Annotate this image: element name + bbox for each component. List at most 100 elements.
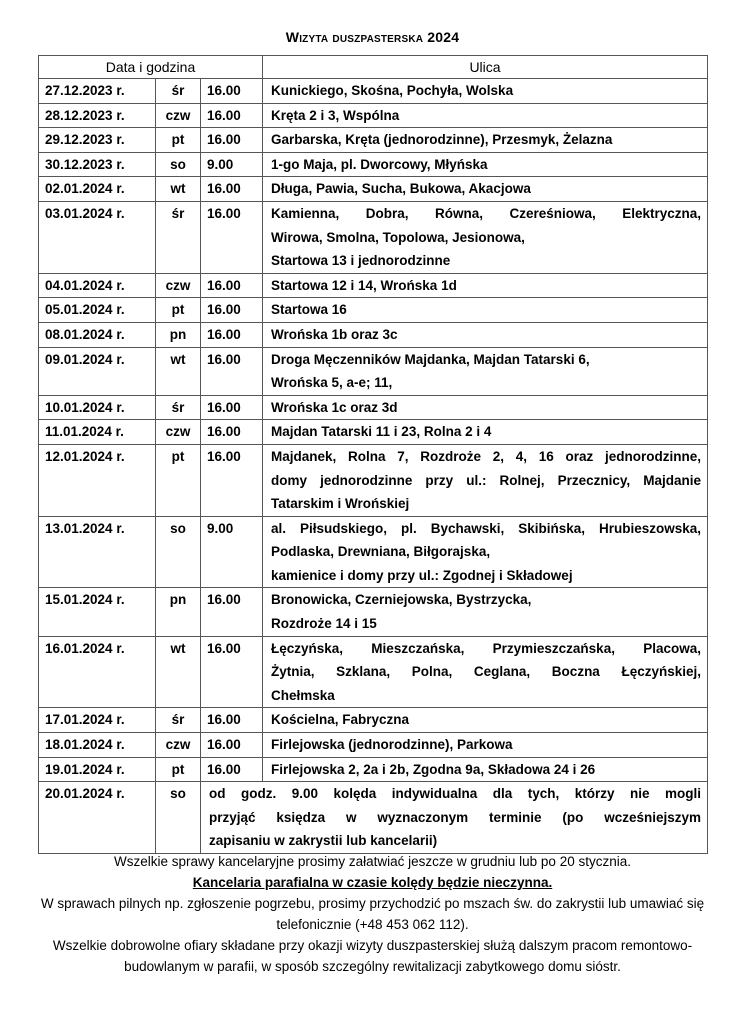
street-cell: Łęczyńska, Mieszczańska, Przymieszczańsk… [262, 635, 708, 709]
street-line: Łęczyńska, Mieszczańska, Przymieszczańsk… [271, 640, 701, 656]
time-cell: 16.00 [200, 587, 263, 637]
day-cell: pt [155, 127, 201, 153]
street-line: Wrońska 5, a-e; 11, [271, 375, 393, 391]
day-cell: pt [155, 297, 201, 323]
time-cell: 9.00 [200, 151, 263, 178]
day-cell: czw [155, 732, 201, 758]
street-cell: Firlejowska 2, 2a i 2b, Zgodna 9a, Skład… [262, 756, 708, 783]
street-line: Wrońska 1c oraz 3d [271, 399, 398, 415]
table-row: 19.01.2024 r. pt 16.00 Firlejowska 2, 2a i … [38, 756, 708, 783]
street-cell: Kościelna, Fabryczna [262, 707, 708, 734]
street-line: domy jednorodzinne przy ul.: Rolnej, Prz… [271, 472, 701, 488]
date-cell: 10.01.2024 r. [38, 394, 156, 421]
street-cell: 1-go Maja, pl. Dworcowy, Młyńska [262, 151, 708, 178]
time-cell: 16.00 [200, 78, 263, 104]
date-cell: 16.01.2024 r. [38, 635, 156, 709]
table-row: 28.12.2023 r. czw 16.00 Kręta 2 i 3, Wspóln… [38, 102, 708, 129]
table-row: 15.01.2024 r. pn 16.00 Bronowicka, Czerniej… [38, 587, 708, 637]
street-line: Startowa 16 [271, 302, 347, 318]
header-date-time: Data i godzina [38, 55, 263, 79]
day-cell: pn [155, 321, 201, 348]
street-line: Garbarska, Kręta (jednorodzinne), Przesm… [271, 132, 613, 148]
date-cell: 18.01.2024 r. [38, 732, 156, 758]
street-cell: Kamienna, Dobra, Równa, Czereśniowa, Ele… [262, 200, 708, 274]
date-cell: 27.12.2023 r. [38, 78, 156, 104]
date-cell: 09.01.2024 r. [38, 346, 156, 396]
date-cell: 05.01.2024 r. [38, 297, 156, 323]
time-cell: 16.00 [200, 419, 263, 445]
date-cell: 15.01.2024 r. [38, 587, 156, 637]
street-line: Rozdroże 14 i 15 [271, 616, 377, 632]
street-cell: al. Piłsudskiego, pl. Bychawski, Skibińs… [262, 515, 708, 589]
time-cell: 16.00 [200, 346, 263, 396]
street-line: Firlejowska (jednorodzinne), Parkowa [271, 737, 513, 753]
street-cell: od godz. 9.00 kolęda indywidualna dla ty… [200, 781, 708, 854]
day-cell: czw [155, 419, 201, 445]
street-cell: Majdan Tatarski 11 i 23, Rolna 2 i 4 [262, 419, 708, 445]
time-cell: 16.00 [200, 732, 263, 758]
table-row: 17.01.2024 r. śr 16.00 Kościelna, Fabryczna [38, 707, 708, 734]
table-row: 13.01.2024 r. so 9.00 al. Piłsudskiego, pl.… [38, 515, 708, 589]
street-line: Podlaska, Drewniana, Biłgorajska, [271, 544, 491, 560]
street-line: Długa, Pawia, Sucha, Bukowa, Akacjowa [271, 181, 531, 197]
table-row: 03.01.2024 r. śr 16.00 Kamienna, Dobra, Rów… [38, 200, 708, 274]
date-cell: 19.01.2024 r. [38, 756, 156, 783]
time-cell: 16.00 [200, 200, 263, 274]
table-row: 04.01.2024 r. czw 16.00 Startowa 12 i 14, W… [38, 272, 708, 299]
street-line: Wirowa, Smolna, Topolowa, Jesionowa, [271, 229, 525, 245]
day-cell: so [155, 781, 201, 854]
street-line: Majdanek, Rolna 7, Rozdroże 2, 4, 16 ora… [271, 448, 701, 464]
street-line: Startowa 13 i jednorodzinne [271, 253, 451, 269]
time-cell: 16.00 [200, 272, 263, 299]
date-cell: 30.12.2023 r. [38, 151, 156, 178]
time-cell: 16.00 [200, 394, 263, 421]
time-cell: 16.00 [200, 707, 263, 734]
time-cell: 9.00 [200, 515, 263, 589]
street-cell: Majdanek, Rolna 7, Rozdroże 2, 4, 16 ora… [262, 443, 708, 517]
date-cell: 20.01.2024 r. [38, 781, 156, 854]
street-line: Chełmska [271, 687, 335, 703]
footer-notes: Wszelkie sprawy kancelaryjne prosimy zał… [30, 851, 715, 977]
table-row: 16.01.2024 r. wt 16.00 Łęczyńska, Mieszczań… [38, 635, 708, 709]
footer-office-note: Wszelkie sprawy kancelaryjne prosimy zał… [114, 854, 631, 869]
street-line: Firlejowska 2, 2a i 2b, Zgodna 9a, Skład… [271, 761, 596, 777]
footer-closed-notice: Kancelaria parafialna w czasie kolędy bę… [192, 875, 553, 890]
date-cell: 17.01.2024 r. [38, 707, 156, 734]
street-cell: Wrońska 1b oraz 3c [262, 321, 708, 348]
table-row: 18.01.2024 r. czw 16.00 Firlejowska (jednor… [38, 732, 708, 758]
day-cell: pt [155, 443, 201, 517]
street-line: Droga Męczenników Majdanka, Majdan Tatar… [271, 351, 590, 367]
date-cell: 04.01.2024 r. [38, 272, 156, 299]
street-line: 1-go Maja, pl. Dworcowy, Młyńska [271, 156, 488, 172]
day-cell: so [155, 515, 201, 589]
street-cell: Bronowicka, Czerniejowska, Bystrzycka, Ro… [262, 587, 708, 637]
time-cell: 16.00 [200, 635, 263, 709]
street-line: Majdan Tatarski 11 i 23, Rolna 2 i 4 [271, 424, 492, 440]
day-cell: śr [155, 200, 201, 274]
table-row: 29.12.2023 r. pt 16.00 Garbarska, Kręta (je… [38, 127, 708, 153]
footer-urgent-note: W sprawach pilnych np. zgłoszenie pogrze… [40, 896, 705, 932]
date-cell: 02.01.2024 r. [38, 176, 156, 202]
street-line: Bronowicka, Czerniejowska, Bystrzycka, [271, 592, 532, 608]
time-cell: 16.00 [200, 321, 263, 348]
street-cell: Firlejowska (jednorodzinne), Parkowa [262, 732, 708, 758]
table-row: 09.01.2024 r. wt 16.00 Droga Męczenników Ma… [38, 346, 708, 396]
table-row: 12.01.2024 r. pt 16.00 Majdanek, Rolna 7, R… [38, 443, 708, 517]
street-cell: Kręta 2 i 3, Wspólna [262, 102, 708, 129]
street-cell: Kunickiego, Skośna, Pochyła, Wolska [262, 78, 708, 104]
street-line: Kunickiego, Skośna, Pochyła, Wolska [271, 83, 514, 98]
date-cell: 03.01.2024 r. [38, 200, 156, 274]
street-cell: Garbarska, Kręta (jednorodzinne), Przesm… [262, 127, 708, 153]
street-line: od godz. 9.00 kolęda indywidualna dla ty… [209, 786, 701, 802]
street-line: kamienice i domy przy ul.: Zgodnej i Skł… [271, 567, 573, 583]
street-line: Wrońska 1b oraz 3c [271, 326, 398, 342]
date-cell: 12.01.2024 r. [38, 443, 156, 517]
day-cell: pt [155, 756, 201, 783]
date-cell: 11.01.2024 r. [38, 419, 156, 445]
street-cell: Droga Męczenników Majdanka, Majdan Tatar… [262, 346, 708, 396]
day-cell: wt [155, 176, 201, 202]
date-cell: 08.01.2024 r. [38, 321, 156, 348]
day-cell: czw [155, 102, 201, 129]
footer-offerings-note: Wszelkie dobrowolne ofiary składane przy… [52, 938, 693, 974]
street-line: Tatarskim i Wrońskiej [271, 496, 410, 512]
